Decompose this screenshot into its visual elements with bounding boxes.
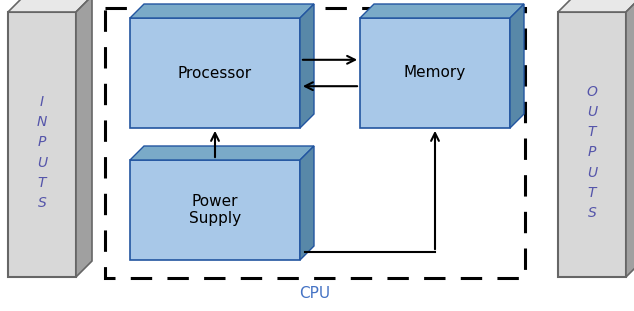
Polygon shape xyxy=(130,146,314,160)
Polygon shape xyxy=(130,4,314,18)
Text: Power
Supply: Power Supply xyxy=(189,194,241,226)
Text: O
U
T
P
U
T
S: O U T P U T S xyxy=(586,85,597,220)
Polygon shape xyxy=(558,12,626,277)
Polygon shape xyxy=(558,0,634,12)
Polygon shape xyxy=(626,0,634,277)
Polygon shape xyxy=(360,4,524,18)
Polygon shape xyxy=(8,0,92,12)
Polygon shape xyxy=(130,160,300,260)
Text: Processor: Processor xyxy=(178,66,252,81)
Text: CPU: CPU xyxy=(299,286,330,301)
Bar xyxy=(105,8,525,278)
Polygon shape xyxy=(510,4,524,128)
Text: Memory: Memory xyxy=(404,66,466,81)
Polygon shape xyxy=(300,4,314,128)
Polygon shape xyxy=(130,18,300,128)
Polygon shape xyxy=(76,0,92,277)
Polygon shape xyxy=(360,18,510,128)
Text: I
N
P
U
T
S: I N P U T S xyxy=(37,95,47,210)
Polygon shape xyxy=(8,12,76,277)
Polygon shape xyxy=(300,146,314,260)
